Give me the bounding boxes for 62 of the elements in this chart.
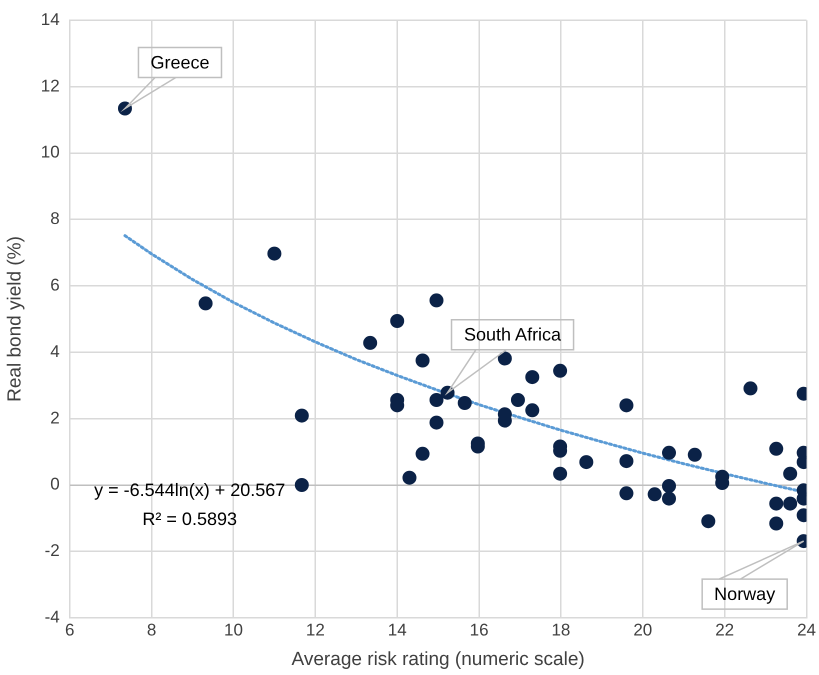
x-tick-label: 22 <box>715 620 734 640</box>
point <box>525 370 540 384</box>
point <box>498 352 512 366</box>
point <box>769 516 784 531</box>
point <box>429 416 444 430</box>
point <box>510 393 525 408</box>
point <box>416 446 430 461</box>
point <box>363 336 378 350</box>
point <box>553 364 568 378</box>
y-tick-label: 4 <box>50 342 60 361</box>
x-tick-label: 18 <box>551 620 570 640</box>
point <box>402 470 416 485</box>
point <box>553 466 568 481</box>
point <box>662 446 676 460</box>
point <box>416 354 430 368</box>
y-tick-label: 0 <box>50 474 60 494</box>
point <box>688 448 702 462</box>
point <box>619 398 634 412</box>
y-tick-label: -2 <box>44 541 60 560</box>
point <box>662 478 676 493</box>
point <box>390 314 404 328</box>
point <box>429 293 444 308</box>
point <box>648 487 662 502</box>
point <box>429 393 444 408</box>
x-axis-title: Average risk rating (numeric scale) <box>292 648 585 670</box>
point <box>662 492 676 506</box>
x-tick-label: 10 <box>224 620 243 640</box>
point <box>701 514 716 528</box>
point <box>769 496 784 511</box>
y-tick-label: 12 <box>40 76 60 96</box>
y-axis-title: Real bond yield (%) <box>4 236 26 402</box>
point <box>198 296 213 310</box>
x-tick-label: 8 <box>146 620 156 640</box>
annotation: y = -6.544ln(x) + 20.567 <box>94 480 286 500</box>
y-tick-label: 2 <box>50 408 60 428</box>
point <box>579 455 594 470</box>
x-tick-label: 24 <box>797 620 816 640</box>
y-tick-label: -4 <box>44 607 60 626</box>
y-tick-label: 14 <box>40 10 60 29</box>
x-tick-label: 6 <box>64 620 74 640</box>
point <box>619 454 634 468</box>
point <box>783 496 798 511</box>
y-tick-label: 8 <box>50 209 60 228</box>
y-tick-label: 10 <box>40 142 60 162</box>
point <box>294 408 309 423</box>
point <box>619 486 634 500</box>
annotation: South Africa <box>464 324 562 345</box>
x-tick-label: 16 <box>470 620 489 640</box>
point <box>743 381 758 396</box>
x-tick-label: 14 <box>388 620 407 640</box>
x-tick-label: 20 <box>633 620 652 640</box>
point <box>294 478 309 492</box>
x-tick-label: 12 <box>306 620 325 640</box>
annotation: Norway <box>714 584 776 604</box>
annotation: R² = 0.5893 <box>142 508 237 529</box>
annotation: Greece <box>150 52 210 72</box>
point <box>525 403 540 418</box>
point <box>267 246 282 261</box>
point <box>458 396 472 410</box>
y-tick-label: 6 <box>50 275 60 294</box>
point <box>783 466 798 481</box>
point <box>769 442 784 456</box>
